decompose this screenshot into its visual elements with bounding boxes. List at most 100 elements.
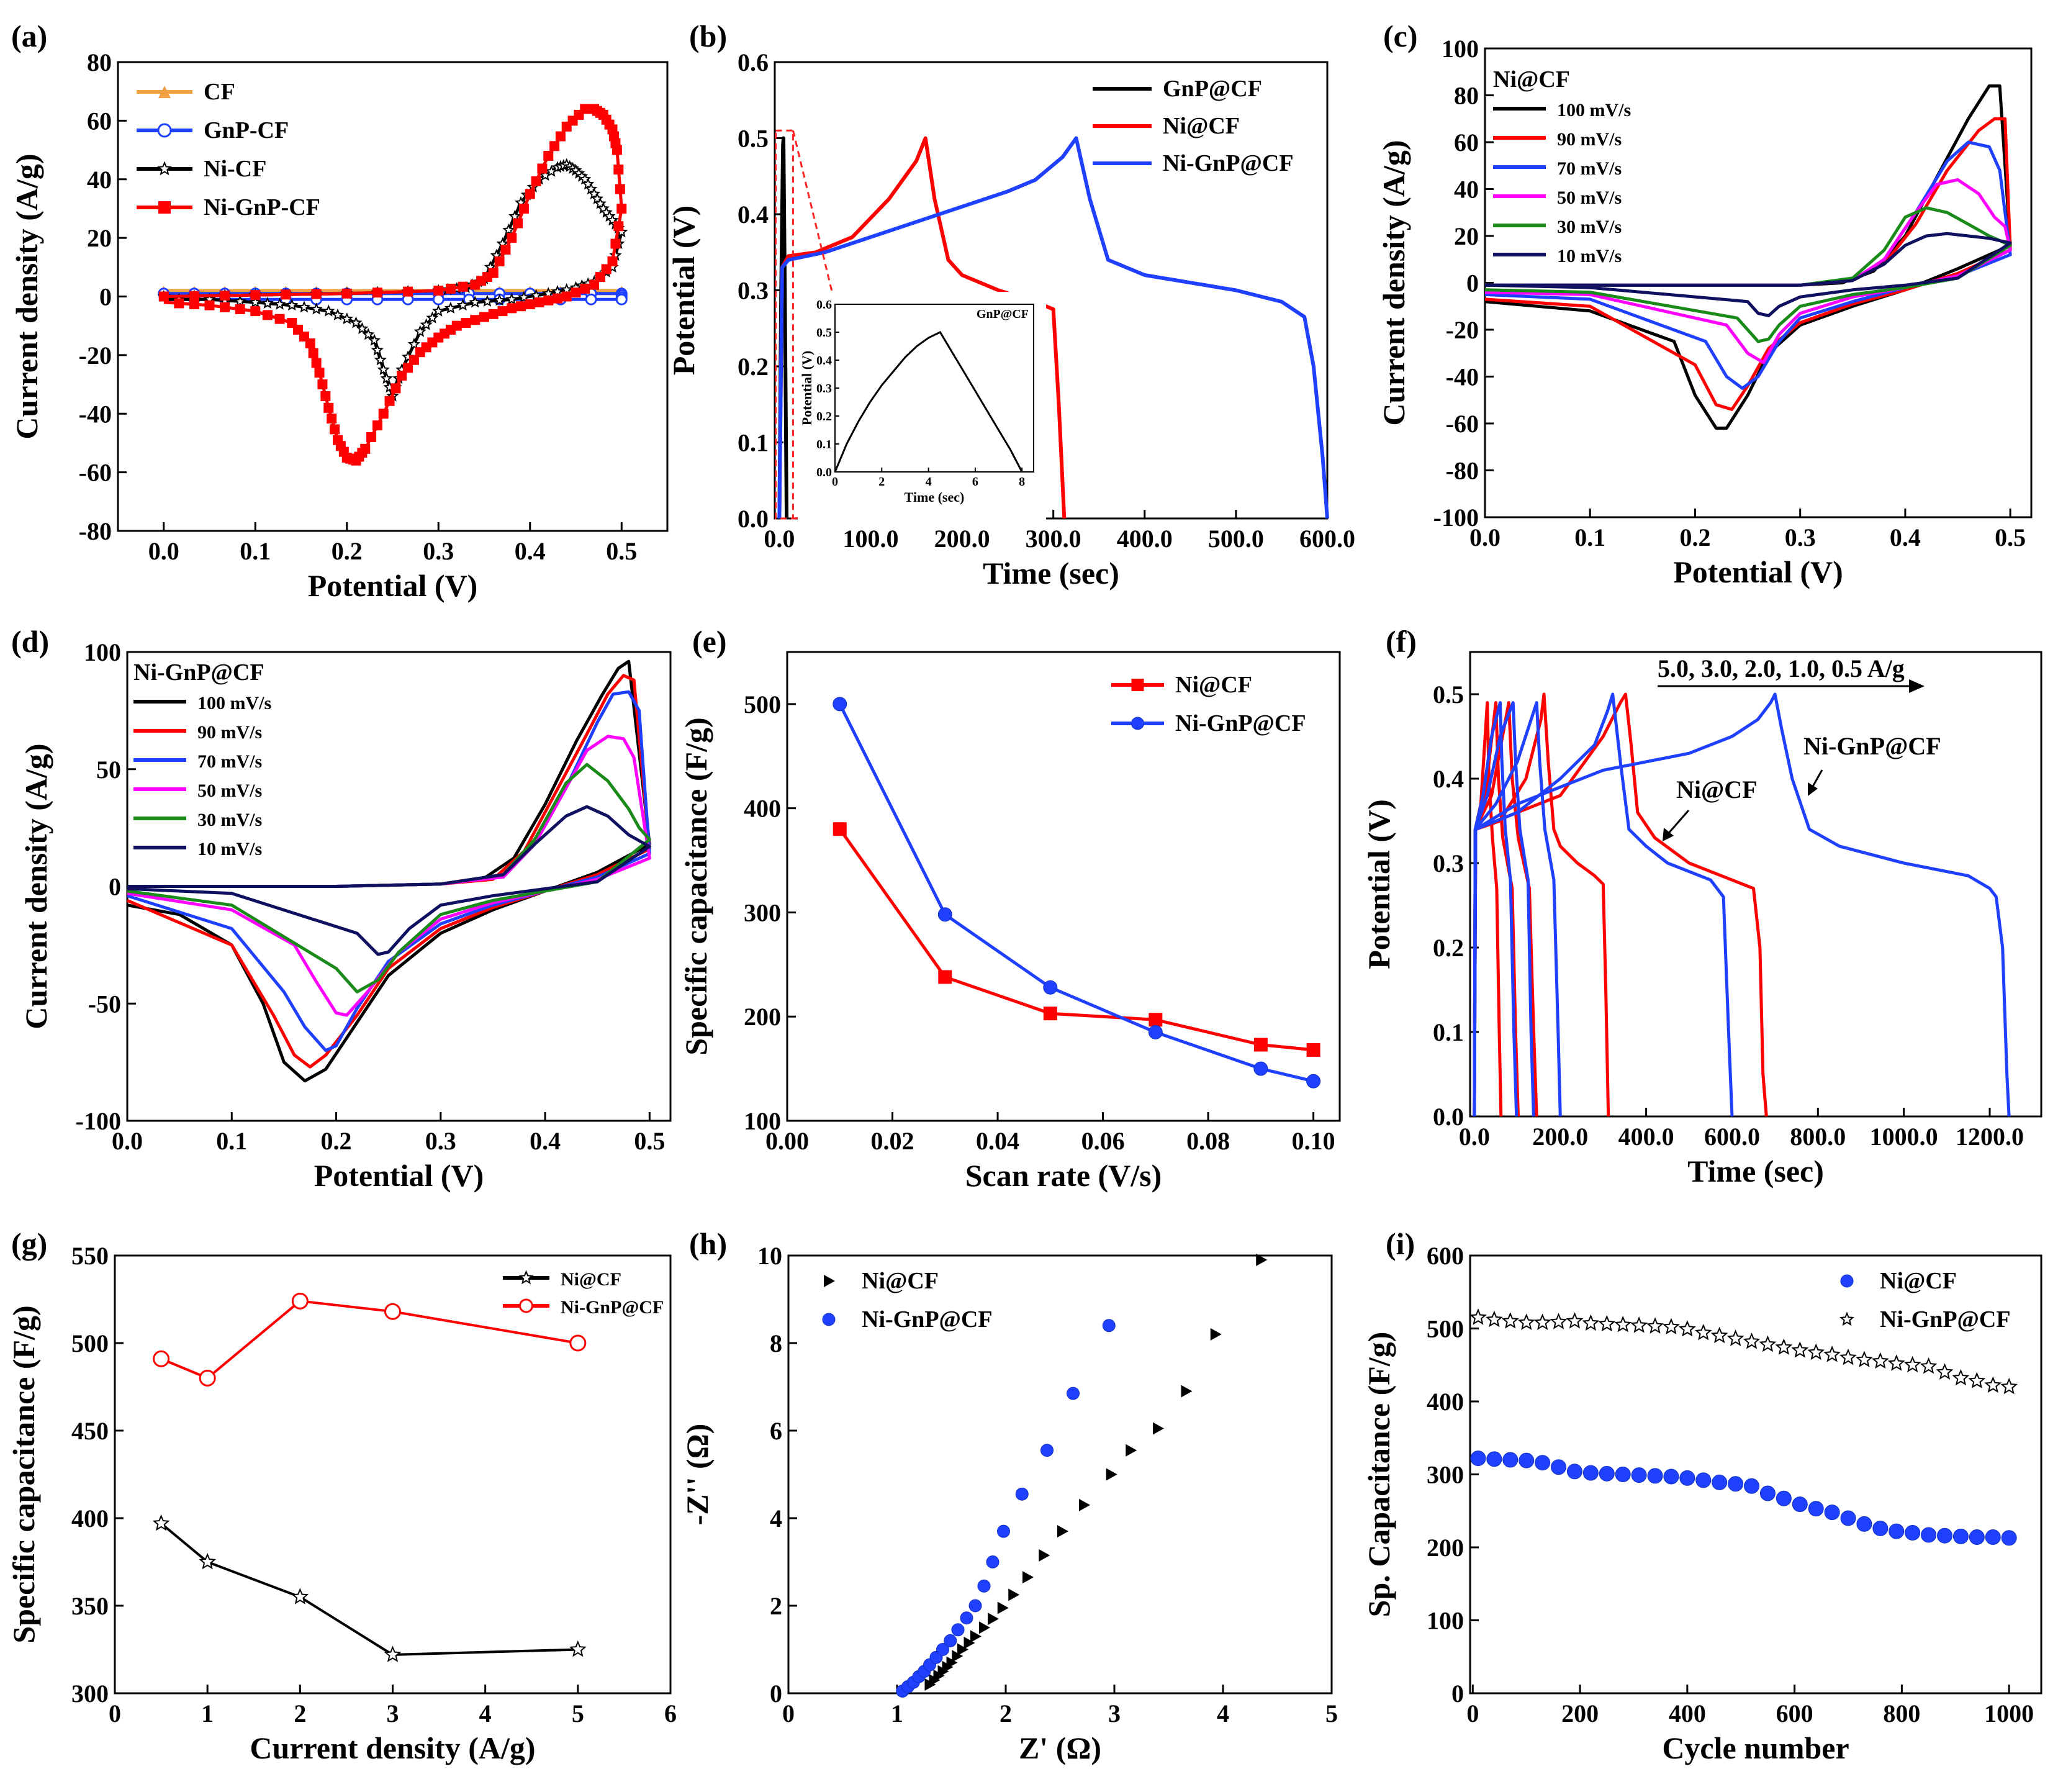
panel-h-data-point [977,1579,991,1593]
panel-d-x-tick-label: 0.2 [321,1127,352,1155]
panel-b-series-line [777,136,1329,519]
panel-d-y-tick-label: 100 [84,638,121,666]
panel-g-y-tick-label: 300 [71,1680,109,1708]
panel-c-legend-label: 50 mV/s [1557,188,1622,208]
panel-c-series-line [1484,178,2012,364]
panel-c-legend: Ni@CF 100 mV/s 90 mV/s 70 mV/s 50 mV/s 30 mV/… [1493,66,1631,266]
panel-a-data-point [531,176,541,186]
panel-g-legend-label: Ni-GnP@CF [561,1297,664,1318]
panel-c-legend-label: 30 mV/s [1557,217,1622,237]
panel-a-legend-marker [157,161,172,176]
panel-a-data-point [322,304,335,317]
panel-b-inset-x-tick-label: 0 [832,475,838,489]
panel-h-data-point [1015,1487,1029,1501]
panel-i-data-point [1824,1505,1840,1521]
panel-a-data-point [281,289,291,300]
panel-a-data-point [220,302,230,312]
panel-a-y-tick-label: -20 [79,342,112,369]
panel-i-data-point [1566,1312,1584,1329]
panel-e-legend-entry: Ni-GnP@CF [1111,710,1306,736]
panel-g-data-point [384,1303,401,1320]
panel-b-legend-entry: GnP@CF [1093,76,1262,102]
panel-e-series-1 [833,697,1321,1088]
panel-d-label: (d) [11,624,49,659]
panel-a-legend-entry: CF [137,79,235,105]
panel-g-x-tick-label: 1 [201,1699,214,1727]
panel-g-x-axis-label: Current density (A/g) [250,1731,535,1765]
panel-b-inset-x-tick-label: 8 [1019,475,1025,489]
panel-b-inset-x-tick-label: 6 [972,475,978,489]
panel-a-data-point [372,420,382,431]
panel-h-data-point [952,1650,964,1663]
panel-a-data-point [580,283,590,294]
panel-g-data-point [152,1514,170,1531]
panel-e-data-point [1149,1013,1163,1027]
panel-a-x-axis-label: Potential (V) [308,568,478,603]
panel-i-legend-marker [1839,1311,1854,1326]
panel-d-y-tick-label: -50 [88,990,121,1018]
panel-a-data-point [543,295,554,305]
panel-a-data-point [433,286,444,296]
panel-f-rate-arrow-head [1909,679,1925,693]
panel-i: (i) 0 200 400 600 800 1000 0 100 200 300 400 500 600 C… [1361,1226,2042,1765]
panel-a-data-point [413,325,426,337]
panel-a-data-point [374,353,387,366]
panel-a-data-point [390,383,401,394]
panel-i-data-point [1808,1501,1824,1517]
panel-h-data-point [970,1630,982,1643]
panel-i-data-point [1759,1335,1777,1352]
panel-a-data-point [488,268,499,278]
panel-a-data-point [407,337,420,350]
panel-g-legend: Ni@CF Ni-GnP@CF [503,1269,664,1318]
panel-c-series-line [1484,232,2012,317]
panel-c-y-tick-label: -100 [1433,504,1479,532]
panel-b-legend-label: Ni-GnP@CF [1163,150,1294,176]
panel-i-data-point [1872,1520,1889,1536]
panel-f-y-tick-label: 0.3 [1433,849,1464,877]
panel-f-ni-gnp-cf-arrow [1810,769,1823,789]
panel-a-data-point [273,297,286,310]
panel-i-data-point [1470,1450,1486,1467]
panel-a-x-tick-label: 0.3 [423,537,454,565]
panel-g-y-tick-label: 500 [71,1329,109,1357]
panel-i-y-axis-label: Sp. Capacitance (F/g) [1361,1332,1396,1618]
panel-i-data-point [1647,1468,1663,1484]
panel-b-x-tick-label: 600.0 [1299,525,1355,553]
panel-a-data-point [507,233,517,243]
panel-e-legend-entry: Ni@CF [1111,672,1252,698]
panel-b-inset-y-tick-label: 0.3 [816,382,832,396]
panel-a-data-point [607,256,618,266]
panel-i-x-tick-label: 0 [1466,1699,1479,1727]
panel-e-legend-marker [1131,717,1144,730]
panel-i-data-point [1889,1523,1905,1539]
panel-f-y-tick-label: 0.4 [1433,765,1464,793]
panel-a-y-axis-label: Current density (A/g) [9,153,44,439]
panel-c-legend-label: 70 mV/s [1557,158,1622,179]
panel-f-series-line [1473,701,1562,1117]
panel-h-data-point [957,1643,968,1656]
panel-c-label: (c) [1383,19,1418,53]
panel-f-ni-gnp-cf-annotation: Ni-GnP@CF [1803,732,1941,760]
panel-i-data-point [1695,1472,1712,1488]
panel-i-data-point [1486,1451,1502,1467]
panel-e-label: (e) [692,624,727,659]
panel-f-x-tick-label: 1000.0 [1870,1123,1938,1151]
panel-a-data-point [158,291,169,302]
panel-i-series-1 [1469,1308,2018,1395]
panel-h-series-0 [924,1254,1268,1691]
panel-a-data-point [310,302,323,315]
panel-i-data-point [1550,1313,1568,1329]
panel-f-series-line [1473,692,2011,1117]
panel-a-data-point [502,223,515,236]
panel-a-legend-marker [157,123,172,138]
panel-a: (a) 0.0 0.1 0.2 0.3 0.4 0.5 -80 -60 -40 -20 0 20 40 60… [9,19,669,603]
panel-g-x-tick-label: 5 [572,1699,584,1727]
panel-d-series-line [127,690,651,1052]
panel-h-data-point [979,1621,990,1634]
panel-a-y-tick-label: 80 [87,48,112,76]
panel-a-legend-label: CF [204,79,235,105]
panel-d-y-tick-label: 0 [109,873,121,901]
panel-a-data-point [494,256,505,266]
panel-d-series-line [127,805,651,956]
panel-e-series-line [838,703,1314,1083]
